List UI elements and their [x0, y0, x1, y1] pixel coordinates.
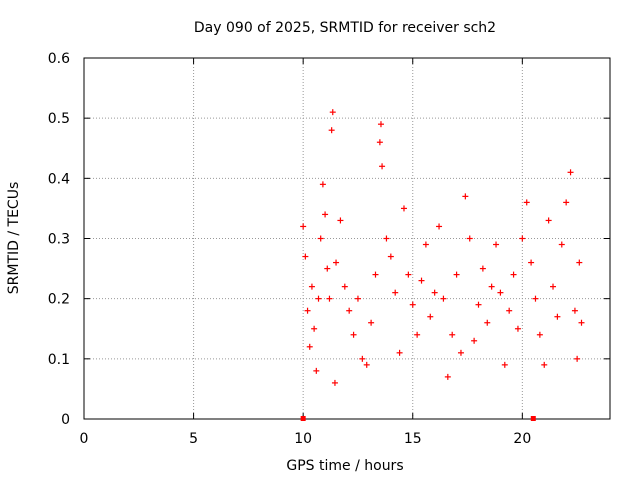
data-point	[379, 163, 386, 170]
y-tick-label: 0.6	[48, 51, 70, 67]
y-tick-label: 0.4	[48, 171, 70, 187]
data-point	[466, 235, 473, 242]
data-point	[536, 331, 543, 338]
data-point	[545, 217, 552, 224]
data-point	[576, 259, 583, 266]
data-point	[331, 379, 338, 386]
chart-title: Day 090 of 2025, SRMTID for receiver sch…	[194, 20, 496, 36]
data-point	[514, 325, 521, 332]
data-point	[328, 127, 335, 134]
data-point	[471, 337, 478, 344]
y-tick-label: 0.3	[48, 232, 70, 248]
y-tick-label: 0	[61, 412, 70, 428]
data-point	[528, 259, 535, 266]
data-point	[532, 295, 539, 302]
data-point	[462, 193, 469, 200]
data-point	[453, 271, 460, 278]
data-point	[359, 355, 366, 362]
y-tick-label: 0.2	[48, 292, 70, 308]
data-point	[449, 331, 456, 338]
x-tick-label: 10	[294, 431, 312, 447]
data-point	[554, 313, 561, 320]
y-tick-label: 0.1	[48, 352, 70, 368]
data-point	[383, 235, 390, 242]
data-point	[427, 313, 434, 320]
data-point	[354, 295, 361, 302]
data-point	[567, 169, 574, 176]
data-point	[436, 223, 443, 230]
data-point	[541, 361, 548, 368]
data-point	[350, 331, 357, 338]
data-point	[304, 307, 311, 314]
baseline-markers	[300, 416, 536, 421]
data-point	[440, 295, 447, 302]
data-point	[558, 241, 565, 248]
axis-ticks: 0 0.1 0.2 0.3 0.4 0.5 0.6 0 5 10 15 20	[48, 51, 610, 447]
baseline-marker	[530, 416, 536, 421]
data-point	[308, 283, 315, 290]
data-point	[326, 295, 333, 302]
data-point	[319, 181, 326, 188]
data-point	[300, 223, 307, 230]
data-point	[563, 199, 570, 206]
data-point	[322, 211, 329, 218]
grid-lines	[84, 58, 610, 419]
data-point	[405, 271, 412, 278]
data-point	[372, 271, 379, 278]
data-point	[396, 349, 403, 356]
data-point	[400, 205, 407, 212]
data-point	[444, 373, 451, 380]
data-point	[376, 139, 383, 146]
data-point	[329, 109, 336, 116]
y-axis-label: SRMTID / TECUs	[6, 182, 22, 295]
data-point	[488, 283, 495, 290]
data-point	[501, 361, 508, 368]
data-point	[479, 265, 486, 272]
data-point	[317, 235, 324, 242]
data-point	[387, 253, 394, 260]
data-point	[497, 289, 504, 296]
x-tick-label: 0	[80, 431, 89, 447]
data-point	[578, 319, 585, 326]
data-point	[484, 319, 491, 326]
data-point	[333, 259, 340, 266]
data-point	[571, 307, 578, 314]
data-point	[363, 361, 370, 368]
data-point	[306, 343, 313, 350]
data-point	[313, 367, 320, 374]
data-point	[574, 355, 581, 362]
x-axis-label: GPS time / hours	[286, 458, 403, 474]
data-point	[519, 235, 526, 242]
data-point	[302, 253, 309, 260]
data-point	[550, 283, 557, 290]
data-point	[523, 199, 530, 206]
data-point	[341, 283, 348, 290]
data-point	[414, 331, 421, 338]
y-tick-label: 0.5	[48, 111, 70, 127]
data-point	[392, 289, 399, 296]
data-point	[475, 301, 482, 308]
data-point	[315, 295, 322, 302]
data-point	[311, 325, 318, 332]
x-tick-label: 15	[404, 431, 422, 447]
data-point	[506, 307, 513, 314]
data-point	[337, 217, 344, 224]
data-point	[346, 307, 353, 314]
data-points	[300, 109, 585, 386]
data-point	[418, 277, 425, 284]
data-point	[324, 265, 331, 272]
data-point	[493, 241, 500, 248]
data-point	[510, 271, 517, 278]
data-point	[422, 241, 429, 248]
baseline-marker	[300, 416, 306, 421]
data-point	[409, 301, 416, 308]
x-tick-label: 5	[189, 431, 198, 447]
data-point	[368, 319, 375, 326]
data-point	[377, 121, 384, 128]
data-point	[457, 349, 464, 356]
x-tick-label: 20	[513, 431, 531, 447]
data-point	[431, 289, 438, 296]
